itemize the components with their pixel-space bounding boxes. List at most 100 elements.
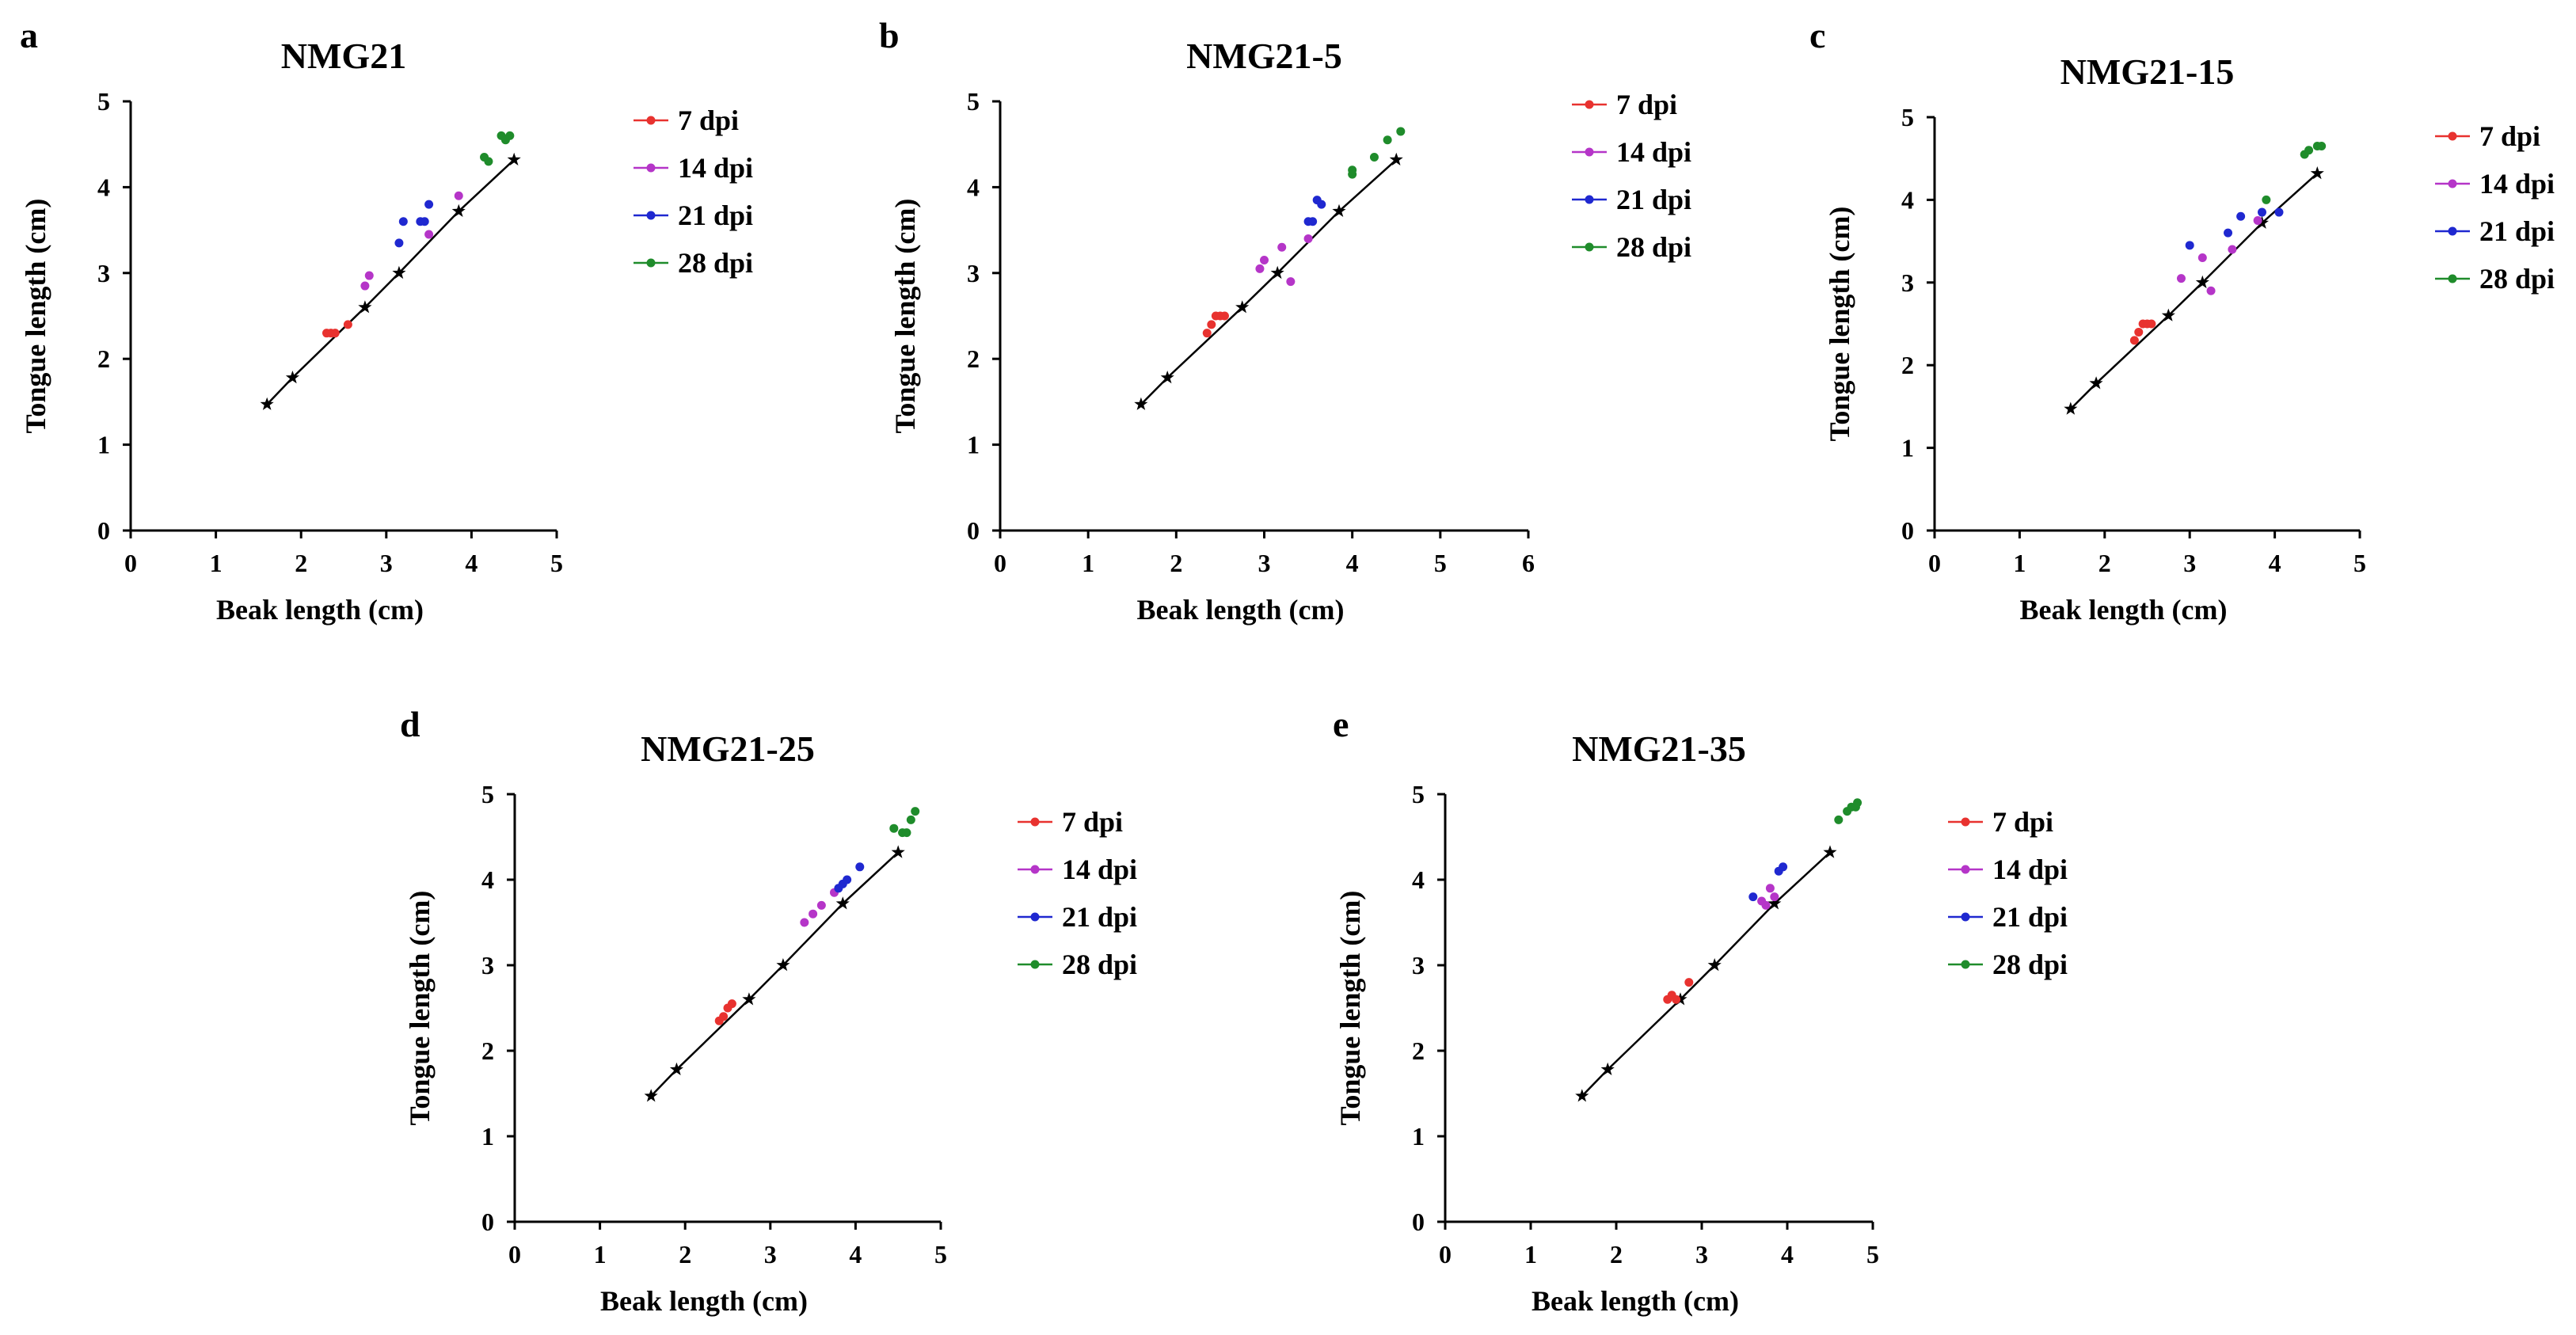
data-point	[1779, 862, 1788, 872]
y-tick-label: 4	[481, 865, 494, 894]
series-28-dpi	[889, 807, 920, 838]
y-tick-label: 0	[1901, 516, 1914, 545]
legend: 7 dpi 14 dpi 21 dpi 28 dpi	[1572, 89, 1691, 263]
chart-title: NMG21-15	[2060, 51, 2235, 92]
data-point	[1202, 329, 1212, 338]
legend-label: 28 dpi	[1616, 231, 1691, 263]
panel-letter: c	[1809, 15, 1825, 55]
y-axis-label: Tongue length (cm)	[20, 199, 51, 434]
data-point	[1220, 311, 1229, 321]
legend-label: 14 dpi	[678, 152, 753, 184]
data-point	[330, 329, 340, 338]
reference-star-marker	[1332, 203, 1346, 217]
x-tick-label: 0	[124, 549, 137, 577]
data-point	[1255, 264, 1265, 273]
y-axis-label: Tongue length (cm)	[1334, 891, 1366, 1126]
legend-label: 21 dpi	[1992, 901, 2068, 933]
reference-star-marker	[451, 203, 466, 217]
y-tick-label: 0	[481, 1208, 494, 1236]
data-point	[1317, 200, 1326, 209]
series-21-dpi	[1303, 196, 1326, 226]
y-tick-label: 3	[1412, 951, 1425, 979]
x-tick-label: 2	[679, 1240, 691, 1268]
legend-swatch-marker	[646, 116, 656, 125]
reference-star-marker	[1389, 152, 1403, 165]
y-tick-label: 3	[967, 259, 980, 287]
data-point	[2274, 207, 2284, 217]
data-point	[911, 807, 920, 816]
reference-star-marker	[1575, 1089, 1589, 1102]
legend-swatch-marker	[1585, 195, 1594, 204]
y-axis-label: Tongue length (cm)	[889, 199, 921, 434]
series-28-dpi	[2262, 142, 2327, 204]
y-tick-label: 1	[97, 431, 110, 459]
series-21-dpi	[394, 200, 434, 248]
y-tick-label: 1	[1412, 1122, 1425, 1151]
legend: 7 dpi 14 dpi 21 dpi 28 dpi	[2435, 120, 2555, 295]
chart-title: NMG21-35	[1572, 728, 1746, 769]
data-point	[1761, 900, 1771, 910]
data-point	[2185, 241, 2194, 250]
y-tick-label: 3	[481, 951, 494, 979]
legend-swatch-marker	[1585, 100, 1594, 109]
data-point	[1383, 135, 1392, 145]
legend-label: 28 dpi	[678, 247, 753, 279]
y-axis-label: Tongue length (cm)	[404, 891, 436, 1126]
panels-root: a NMG21 0 1 2 3 4 5 0 1 2 3 4 5 Beak length (cm) Tongue…	[20, 15, 2555, 1317]
data-point	[454, 191, 463, 200]
data-point	[424, 230, 434, 239]
panel-letter: e	[1333, 704, 1349, 744]
series-14-dpi	[360, 191, 463, 291]
x-tick-label: 1	[2013, 549, 2026, 577]
series-7-dpi	[2129, 319, 2156, 345]
legend-label: 28 dpi	[1062, 949, 1137, 980]
y-tick-label: 4	[967, 173, 980, 201]
data-point	[2304, 146, 2314, 155]
reference-star-marker	[392, 265, 406, 280]
data-point	[1303, 234, 1313, 243]
data-point	[364, 271, 374, 280]
legend-swatch-marker	[1585, 147, 1594, 157]
legend-swatch-marker	[646, 258, 656, 268]
x-tick-label: 3	[764, 1240, 777, 1268]
legend-label: 21 dpi	[1616, 184, 1691, 215]
data-point	[2253, 216, 2262, 225]
series-21-dpi	[1748, 862, 1788, 902]
y-tick-label: 2	[1901, 351, 1914, 379]
y-tick-label: 4	[1412, 865, 1425, 894]
reference-star-marker	[358, 300, 372, 314]
legend-label: 14 dpi	[1062, 854, 1137, 885]
data-point	[1396, 127, 1406, 136]
reference-star-marker	[1600, 1062, 1615, 1075]
y-tick-label: 5	[481, 780, 494, 808]
data-point	[484, 157, 493, 166]
data-point	[1308, 217, 1318, 226]
data-point	[843, 875, 852, 884]
x-axis-label: Beak length (cm)	[1137, 594, 1345, 626]
legend-label: 14 dpi	[2479, 168, 2555, 200]
data-point	[2257, 207, 2266, 217]
x-tick-label: 2	[2098, 549, 2111, 577]
series-14-dpi	[1255, 234, 1313, 287]
reference-star-marker	[2195, 275, 2209, 289]
reference-star-marker	[260, 397, 274, 410]
data-point	[1369, 152, 1379, 162]
reference-star-marker	[1134, 397, 1148, 410]
legend-label: 14 dpi	[1616, 136, 1691, 168]
data-point	[855, 862, 865, 872]
reference-star-marker	[1707, 958, 1722, 972]
legend-swatch-marker	[1585, 242, 1594, 252]
series-21-dpi	[2185, 207, 2284, 250]
legend-swatch-marker	[1030, 817, 1040, 827]
chart-title: NMG21	[281, 36, 406, 76]
y-tick-label: 0	[967, 516, 980, 545]
y-tick-label: 5	[97, 87, 110, 116]
x-tick-label: 0	[508, 1240, 521, 1268]
data-point	[1853, 798, 1863, 808]
x-tick-label: 6	[1522, 549, 1535, 577]
x-tick-label: 4	[1781, 1240, 1794, 1268]
series-28-dpi	[1834, 798, 1863, 824]
series-7-dpi	[1663, 978, 1694, 1004]
x-tick-label: 0	[1928, 549, 1941, 577]
data-point	[360, 281, 370, 291]
